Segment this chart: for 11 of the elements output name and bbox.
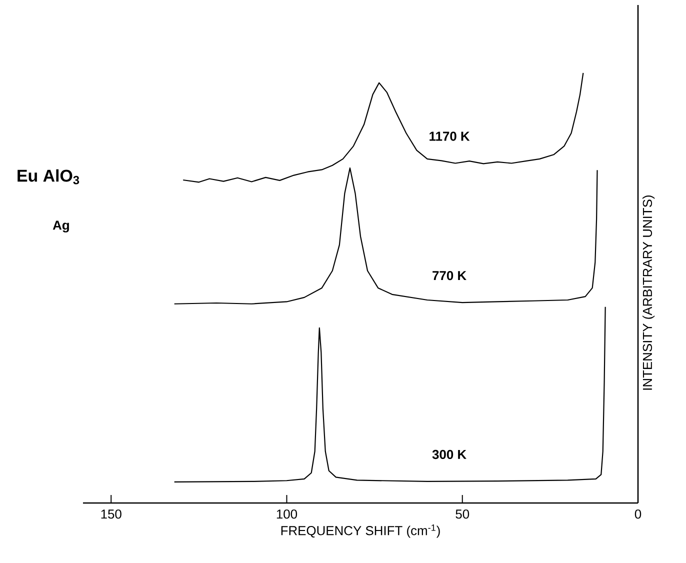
- x-tick-label: 0: [634, 510, 642, 519]
- x-axis-title: FREQUENCY SHIFT (cm$^{-1}$): [281, 524, 440, 538]
- x-tick-label: 50: [456, 510, 470, 519]
- y-axis-title: INTENSITY (ARBITRARY UNITS): [642, 196, 655, 390]
- series-label: 1170 K: [430, 132, 470, 141]
- x-tick-label: 100: [276, 510, 298, 519]
- text: Ag: [52, 220, 69, 232]
- series-label: 300 K: [432, 450, 466, 460]
- text: Eu AlO$_{3}$: [18, 169, 80, 184]
- x-tick-label: 150: [101, 510, 122, 519]
- series-label: 770 K: [432, 270, 466, 280]
